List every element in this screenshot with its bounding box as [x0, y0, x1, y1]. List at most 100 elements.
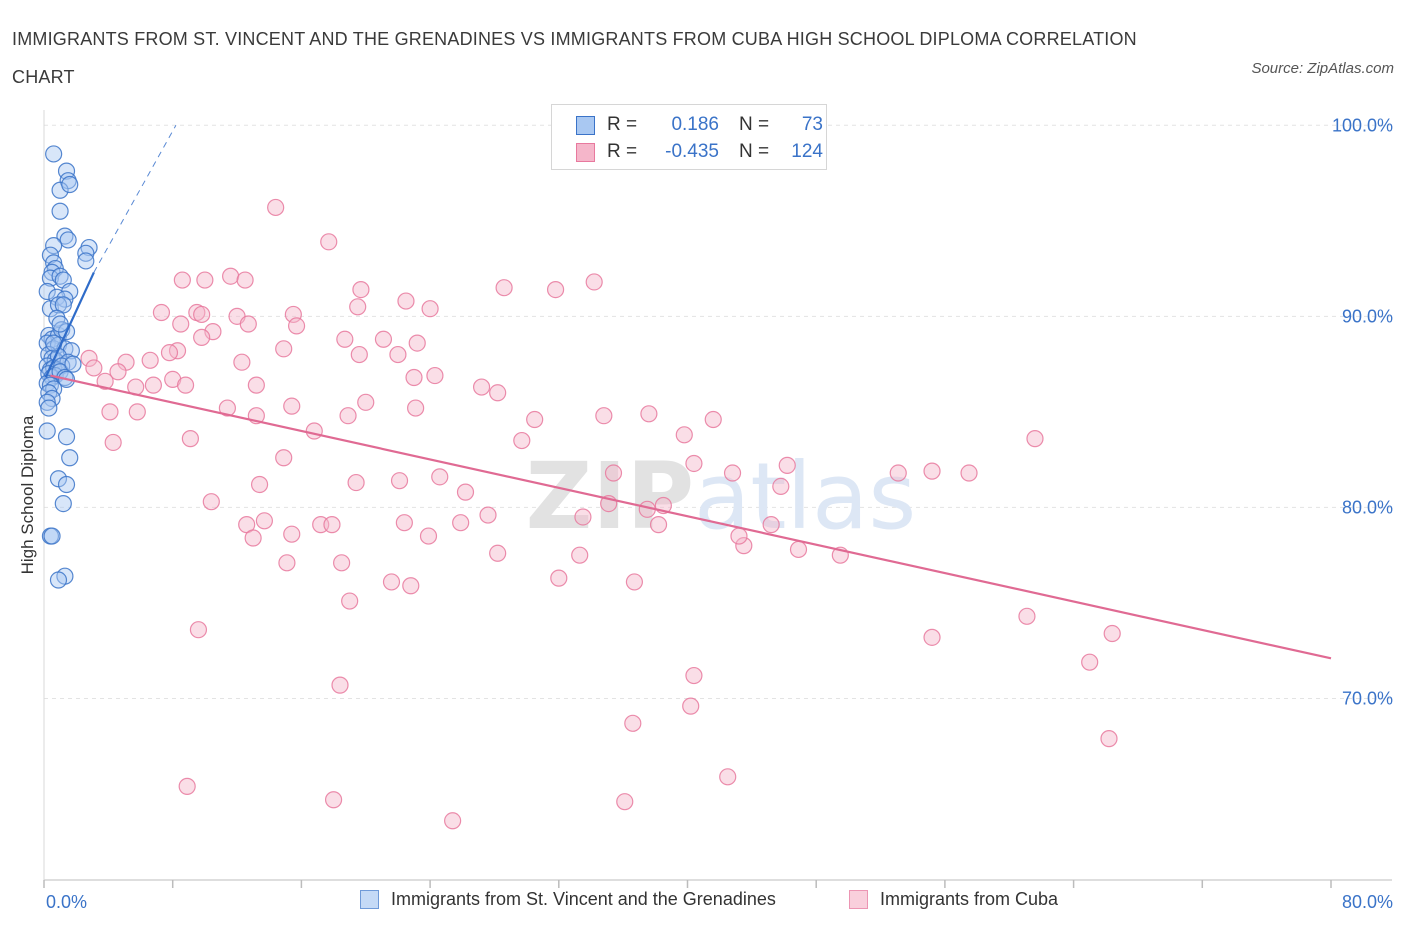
- y-tick-label: 90.0%: [1342, 306, 1393, 326]
- cuba-point: [236, 271, 254, 289]
- cuba-point: [1018, 607, 1036, 625]
- cuba-point: [357, 393, 375, 411]
- cuba-point: [640, 405, 658, 423]
- st-vincent-point: [77, 252, 95, 270]
- cuba-point: [193, 305, 211, 324]
- cuba-point: [109, 363, 127, 381]
- cuba-point: [283, 397, 301, 415]
- series-legend-st-vincent: Immigrants from St. Vincent and the Gren…: [360, 889, 776, 910]
- cuba-point: [513, 431, 531, 450]
- cuba-point: [374, 330, 393, 348]
- cuba-point: [923, 628, 941, 646]
- cuba-point: [331, 676, 349, 694]
- cuba-point: [735, 537, 753, 555]
- cuba-point: [585, 273, 603, 291]
- cuba-point: [685, 666, 703, 685]
- cuba-point: [101, 403, 119, 421]
- cuba-point: [341, 592, 359, 610]
- axes: [43, 110, 1392, 888]
- st-vincent-trend-line: [44, 271, 95, 378]
- cuba-point: [407, 399, 425, 417]
- st-vincent-point: [51, 181, 69, 199]
- cuba-point: [347, 473, 365, 492]
- st-vincent-point: [49, 296, 68, 314]
- cuba-point: [489, 384, 507, 402]
- st-vincent-point: [51, 202, 69, 220]
- cuba-point: [472, 378, 491, 396]
- cuba-point: [144, 376, 162, 394]
- gridlines: [44, 124, 1392, 699]
- cuba-point: [250, 475, 269, 494]
- st-vincent-point: [61, 449, 79, 467]
- st-vincent-point: [59, 231, 77, 249]
- legend-n-label: N =: [739, 141, 770, 162]
- cuba-point: [395, 514, 413, 532]
- series-legend-label: Immigrants from Cuba: [880, 889, 1059, 909]
- cuba-point: [762, 516, 780, 534]
- cuba-point: [275, 449, 293, 467]
- st-vincent-point: [51, 315, 69, 333]
- cuba-point: [239, 315, 257, 333]
- y-tick-label: 70.0%: [1342, 688, 1393, 708]
- cuba-point: [96, 372, 114, 390]
- st-vincent-point: [57, 428, 76, 446]
- cuba-point: [193, 328, 211, 346]
- st-vincent-point: [40, 399, 58, 417]
- st-vincent-point: [64, 355, 82, 373]
- cuba-point: [452, 514, 470, 532]
- cuba-point: [283, 525, 301, 543]
- legend-row-cuba: R = -0.435 N = 124: [576, 139, 823, 165]
- watermark-text: ZIPatlas: [526, 443, 917, 550]
- cuba-point: [278, 554, 296, 572]
- cuba-point: [128, 403, 146, 421]
- st-vincent-point: [38, 422, 56, 440]
- st-vincent-point: [38, 282, 56, 301]
- series-legend: Immigrants from St. Vincent and the Gren…: [0, 889, 1406, 915]
- st-vincent-point: [61, 175, 79, 194]
- legend-r-value: 0.186: [671, 114, 719, 135]
- cuba-point: [479, 506, 497, 524]
- cuba-point: [402, 577, 420, 595]
- cuba-point: [408, 334, 426, 352]
- st-vincent-points: [38, 145, 98, 589]
- cuba-point: [704, 410, 722, 429]
- cuba-point: [571, 546, 589, 564]
- x-tick-label-start: 0.0%: [46, 892, 87, 912]
- legend-r-label: R =: [607, 114, 638, 135]
- cuba-point: [255, 512, 273, 530]
- cuba-point: [152, 303, 171, 322]
- cuba-point: [397, 292, 415, 310]
- cuba-point: [421, 300, 439, 318]
- cuba-point: [675, 426, 693, 444]
- cuba-point: [172, 315, 190, 333]
- cuba-point: [489, 544, 507, 562]
- cuba-point: [267, 198, 285, 217]
- st-vincent-trend-extension: [93, 125, 177, 273]
- cuba-point: [772, 477, 790, 496]
- cuba-point: [426, 366, 444, 385]
- cuba-point: [390, 472, 409, 490]
- chart-title: IMMIGRANTS FROM ST. VINCENT AND THE GREN…: [12, 29, 1137, 87]
- cuba-point: [1103, 624, 1121, 643]
- cuba-point: [405, 368, 423, 387]
- cuba-point: [889, 464, 907, 482]
- cuba-point: [350, 345, 368, 364]
- cuba-point: [730, 527, 748, 545]
- cuba-point: [141, 351, 159, 369]
- watermark: ZIPatlas: [526, 443, 917, 550]
- legend-r-value: -0.435: [665, 141, 719, 162]
- cuba-point: [649, 516, 668, 534]
- cuba-point: [305, 422, 323, 440]
- cuba-point: [526, 410, 544, 429]
- cuba-point: [333, 554, 351, 572]
- cuba-point: [336, 330, 354, 348]
- cuba-point: [723, 464, 742, 482]
- cuba-points: [80, 198, 1121, 830]
- cuba-point: [923, 462, 941, 480]
- cuba-point: [324, 791, 343, 809]
- cuba-point: [218, 399, 236, 417]
- cuba-point: [349, 298, 367, 316]
- y-tick-label: 80.0%: [1342, 497, 1393, 517]
- series-swatch-blue: [360, 890, 379, 909]
- st-vincent-point: [45, 145, 63, 163]
